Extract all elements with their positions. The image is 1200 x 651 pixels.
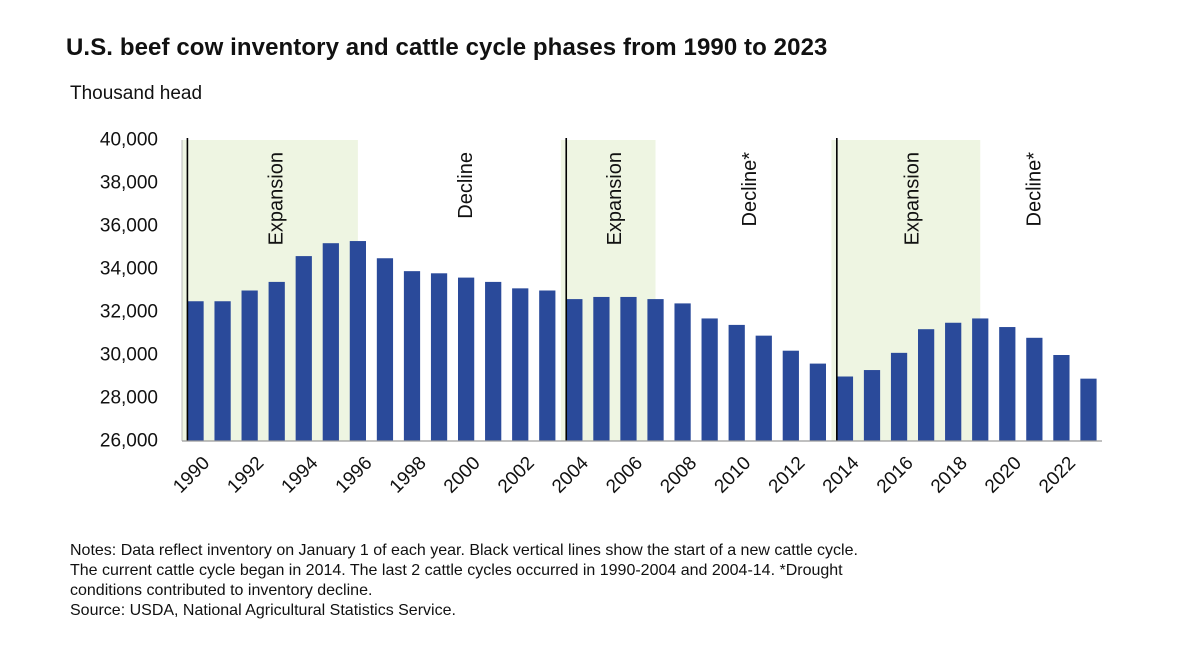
y-tick-label-40000: 40,000 [100,130,158,151]
x-tick-label-1990: 1990 [169,453,214,498]
bar-1995 [322,243,339,441]
phase-label-5: Decline* [1023,152,1045,227]
y-tick-label-26000: 26,000 [100,431,158,452]
bar-1999 [430,273,448,441]
bar-1996 [349,241,366,441]
bar-1994 [295,256,312,441]
y-tick-label-36000: 36,000 [100,216,158,237]
x-tick-label-2022: 2022 [1035,453,1080,498]
bar-2009 [701,318,718,441]
bar-2021 [1026,337,1043,441]
bar-1993 [268,281,285,441]
x-tick-label-1994: 1994 [278,452,323,497]
bar-2018 [945,322,962,441]
bar-1998 [403,271,421,441]
bar-2015 [863,370,881,441]
notes-line-3: conditions contributed to inventory decl… [70,582,373,599]
y-tick-label-34000: 34,000 [100,259,158,280]
bar-1997 [376,258,394,441]
bar-2005 [593,296,610,441]
bar-1991 [214,301,231,441]
x-tick-label-1996: 1996 [332,453,377,498]
phase-labels-group: Expansion Decline Expansion Decline* Expansi… [266,152,1046,246]
chart-title: U.S. beef cow inventory and cattle cycle… [66,34,828,61]
bar-2010 [728,324,745,441]
phase-label-3: Decline* [739,152,761,227]
bar-2003 [539,290,556,441]
cycle-start-lines-group [186,138,838,441]
phase-label-4: Expansion [902,152,924,245]
bar-2002 [512,288,529,441]
x-tick-label-2018: 2018 [927,453,972,498]
x-tick-label-2012: 2012 [765,453,810,498]
bar-1990 [187,301,204,441]
phase-label-0: Expansion [266,152,288,245]
x-tick-label-2000: 2000 [440,453,485,498]
bar-2022 [1053,355,1070,441]
x-tick-label-2014: 2014 [819,452,864,497]
bar-1992 [241,290,258,441]
notes-line-2: The current cattle cycle began in 2014. … [70,562,843,579]
bar-2014 [836,376,854,441]
bar-2000 [458,277,475,441]
bar-2020 [999,327,1016,441]
x-tick-label-1998: 1998 [386,453,431,498]
x-tick-label-2010: 2010 [711,453,756,498]
bar-2017 [918,329,935,441]
x-tick-label-2004: 2004 [548,452,593,497]
x-tick-label-2016: 2016 [873,453,918,498]
phase-label-1: Decline [455,152,477,219]
x-tick-label-1992: 1992 [223,453,268,498]
bar-2012 [782,350,799,441]
bar-2007 [647,299,664,441]
bar-2011 [755,335,772,441]
phase-label-2: Expansion [604,152,626,245]
y-tick-label-28000: 28,000 [100,388,158,409]
bar-2019 [972,318,989,441]
bar-2006 [620,296,637,441]
x-axis: 1990 1992 1994 1996 1998 2000 2002 2004 2006 2008… [169,440,1102,498]
bar-2004 [566,299,583,441]
notes-source: Source: USDA, National Agricultural Stat… [70,602,456,619]
bar-2001 [485,281,502,441]
y-axis: 26,000 28,000 30,000 32,000 34,000 36,000 38,0… [100,130,183,452]
x-tick-label-2002: 2002 [494,453,539,498]
bar-2023 [1080,378,1097,441]
bar-2008 [674,303,691,441]
notes-line-1: Notes: Data reflect inventory on January… [70,542,858,559]
chart-notes: Notes: Data reflect inventory on January… [70,541,1150,621]
x-tick-label-2008: 2008 [656,453,701,498]
bars-group [187,241,1097,441]
y-tick-label-32000: 32,000 [100,302,158,323]
y-tick-label-30000: 30,000 [100,345,158,366]
x-tick-label-2006: 2006 [602,453,647,498]
bar-2013 [809,363,826,441]
x-tick-label-2020: 2020 [981,453,1026,498]
bar-2016 [890,352,908,441]
y-tick-label-38000: 38,000 [100,173,158,194]
y-axis-unit-label: Thousand head [70,83,203,104]
